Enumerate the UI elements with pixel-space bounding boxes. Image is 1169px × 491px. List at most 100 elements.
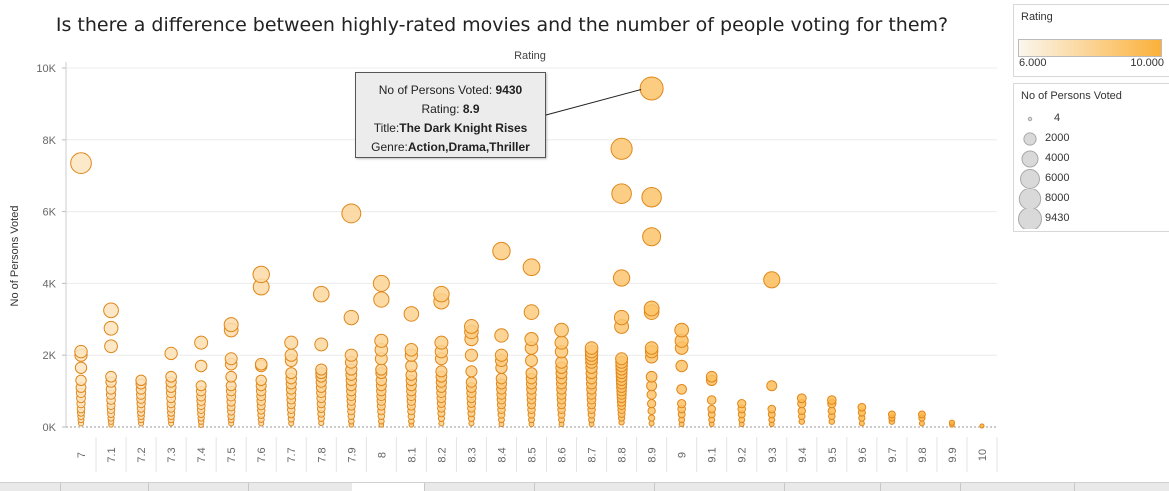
scatter-plot[interactable]: 0K 2K 4K 6K 8K 10K 7 7.1 7.2 7.3 7.4 7.5 7.6 7.7 7.8 7.…	[0, 0, 1007, 482]
sheet-tab[interactable]	[654, 483, 785, 491]
data-point	[642, 227, 662, 247]
data-point	[917, 410, 926, 419]
data-point	[554, 335, 569, 350]
x-tick-label: 8.2	[436, 447, 448, 462]
data-point	[645, 370, 658, 383]
size-legend-item[interactable]: 9430	[1014, 209, 1164, 229]
x-tick-label: 9.4	[797, 447, 809, 462]
data-point	[857, 402, 867, 412]
size-legend-mark	[1018, 209, 1042, 229]
x-tick-label: 9.3	[767, 447, 779, 462]
sheet-tab[interactable]	[148, 483, 249, 491]
size-legend-mark	[1023, 132, 1037, 146]
x-tick-label: 9.7	[887, 447, 899, 462]
rating-color-legend[interactable]: Rating 6.000 10.000	[1013, 4, 1169, 77]
data-point	[611, 183, 632, 204]
data-point	[706, 395, 717, 405]
sheet-tab[interactable]	[880, 483, 961, 491]
rating-legend-max: 10.000	[1130, 57, 1164, 69]
size-legend-item[interactable]: 2000	[1014, 129, 1164, 149]
size-legend-item[interactable]: 6000	[1014, 169, 1164, 189]
tooltip: No of Persons Voted: 9430 Rating: 8.9 Ti…	[355, 72, 546, 158]
x-tick-label: 8.3	[466, 447, 478, 462]
size-legend-circle	[1018, 209, 1042, 229]
x-tick-label: 9.5	[827, 447, 839, 462]
x-tick-label: 8.9	[647, 447, 659, 462]
data-point	[224, 352, 238, 366]
data-point	[763, 271, 781, 289]
data-point	[404, 343, 419, 357]
data-point	[584, 341, 599, 355]
data-point	[495, 372, 508, 385]
size-legend-mark	[1027, 116, 1033, 122]
size-legend-label: 8000	[1045, 192, 1070, 204]
x-tick-label: 10	[977, 449, 989, 461]
data-point	[252, 265, 270, 284]
size-legend-label: 4000	[1045, 152, 1070, 164]
data-point	[612, 269, 631, 287]
x-tick-label: 9.2	[737, 447, 749, 462]
sheet-tab[interactable]	[534, 483, 655, 491]
data-point	[225, 370, 238, 383]
size-legend-mark	[1018, 189, 1042, 209]
size-legend-label: 9430	[1045, 212, 1070, 224]
sheet-tab-bar[interactable]	[0, 482, 1169, 491]
size-legend-mark	[1020, 169, 1040, 189]
x-tick-label: 9.6	[857, 447, 869, 462]
data-point	[314, 337, 329, 352]
data-point	[284, 348, 298, 362]
data-point	[74, 344, 88, 359]
data-point	[766, 380, 778, 392]
data-point	[315, 363, 328, 376]
data-point	[767, 404, 777, 414]
data-point	[674, 322, 690, 338]
data-point	[341, 203, 362, 224]
column-header-label: Rating	[514, 50, 546, 62]
data-point	[343, 309, 359, 326]
data-point	[433, 285, 450, 303]
x-tick-label: 7.2	[136, 447, 148, 462]
data-point	[676, 383, 687, 395]
data-point	[641, 187, 662, 208]
x-tick-label: 9.9	[947, 447, 959, 462]
sheet-tab[interactable]	[784, 483, 881, 491]
sheet-tab[interactable]	[424, 483, 535, 491]
x-tick-label: 9.1	[707, 447, 719, 462]
data-point	[644, 341, 659, 355]
data-point	[705, 370, 718, 383]
tooltip-rating-line: Rating: 8.9	[421, 102, 480, 116]
x-tick-label: 7.5	[226, 447, 238, 462]
data-point	[524, 331, 539, 347]
data-point	[372, 274, 390, 292]
data-point	[707, 404, 716, 414]
y-tick-label: 6K	[43, 207, 57, 219]
x-tick-label: 8.1	[406, 447, 418, 462]
size-legend-circle	[1018, 189, 1042, 209]
size-legend[interactable]: No of Persons Voted 4 2000 4000 6000 8000 943…	[1013, 83, 1169, 232]
sheet-tab[interactable]	[60, 483, 149, 491]
y-tick-label: 8K	[43, 135, 57, 147]
x-tick-label: 8	[376, 452, 388, 458]
data-point	[164, 346, 178, 361]
data-point	[465, 365, 478, 378]
size-legend-item[interactable]: 4000	[1014, 149, 1164, 169]
data-point	[979, 423, 985, 429]
sheet-tab[interactable]	[0, 483, 61, 491]
sheet-tab[interactable]	[960, 483, 1075, 491]
data-point	[74, 361, 88, 374]
data-point	[223, 317, 239, 333]
rating-color-gradient	[1018, 39, 1162, 57]
data-point	[285, 367, 298, 380]
data-point	[195, 380, 207, 392]
x-tick-label: 7.3	[166, 447, 178, 462]
data-point	[103, 302, 119, 319]
data-point	[465, 376, 478, 388]
size-legend-item[interactable]: 8000	[1014, 189, 1164, 209]
data-point	[646, 389, 657, 400]
data-point	[105, 370, 117, 383]
data-point	[75, 374, 87, 387]
data-point	[255, 374, 267, 387]
sheet-tab-active[interactable]	[352, 483, 425, 491]
size-legend-item[interactable]: 4	[1014, 109, 1164, 129]
data-point	[194, 359, 208, 373]
